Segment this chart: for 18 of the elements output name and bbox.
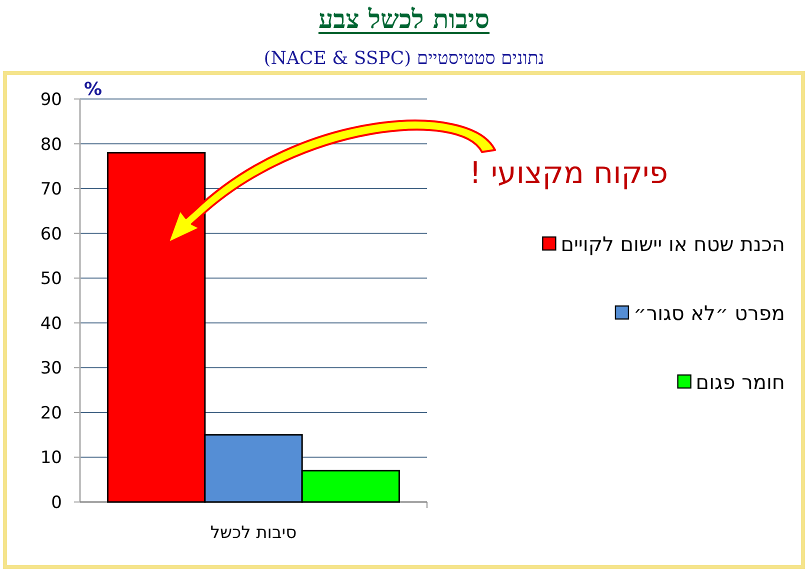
y-tick-label: 0 (51, 493, 62, 513)
y-tick-label: 10 (40, 448, 62, 468)
y-tick-label: 60 (40, 224, 62, 244)
y-tick-label: 50 (40, 269, 62, 290)
y-tick-label: 40 (40, 314, 62, 334)
y-tick-label: 30 (40, 358, 62, 379)
chart-title: סיבות לכשל צבע (318, 5, 490, 35)
x-tick-label: סיבות לכשל (210, 523, 297, 543)
y-tick-label: 90 (40, 90, 62, 110)
text: פיקוח מקצועי ! (469, 156, 668, 191)
legend-label: הכנת שטח או יישום לקויים (560, 232, 785, 256)
legend-label: חומר פגום (696, 370, 785, 394)
y-axis-title: % (84, 79, 102, 100)
legend-label: מפרט ״לא סגור״ (633, 301, 785, 325)
y-tick-label: 80 (40, 134, 62, 155)
chart-subtitle: נתונים סטטיסטיים (NACE & SSPC) (264, 48, 544, 69)
y-tick-label: 20 (40, 403, 62, 424)
y-tick-label: 70 (40, 180, 62, 200)
